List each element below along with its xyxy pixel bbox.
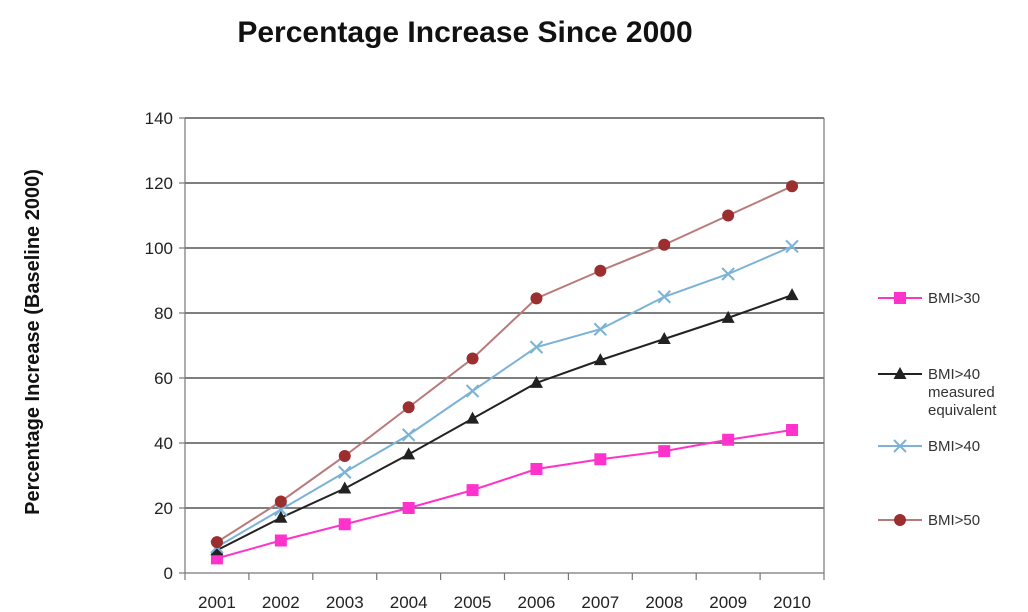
- data-point: [657, 290, 671, 304]
- y-tick-label: 0: [164, 564, 173, 583]
- data-point: [657, 332, 671, 344]
- legend-label: measured: [928, 384, 995, 401]
- legend-item-bmi-30: BMI>30: [878, 290, 980, 307]
- x-marker-stroke: [529, 340, 544, 354]
- data-point: [530, 463, 543, 475]
- y-axis-label: Percentage Increase (Baseline 2000): [22, 169, 44, 515]
- data-point: [338, 518, 351, 531]
- y-tick-label: 80: [154, 304, 173, 323]
- data-point: [785, 288, 799, 301]
- legend-item-bmi-40: BMI>40: [878, 438, 980, 455]
- legend-label: BMI>50: [928, 512, 980, 529]
- x-marker-stroke: [657, 290, 671, 304]
- x-marker-stroke: [401, 428, 416, 442]
- series-bmi-50: [210, 180, 799, 549]
- legend-item-bmi-50: BMI>50: [878, 512, 980, 529]
- legend-label: BMI>40: [928, 366, 980, 383]
- data-point: [210, 536, 223, 549]
- legend-label: BMI>30: [928, 290, 980, 307]
- y-tick-label: 140: [145, 109, 173, 128]
- x-tick-label: 2007: [581, 593, 619, 612]
- data-point: [658, 238, 671, 251]
- series-bmi-40-measured-equivalent: [210, 288, 799, 556]
- y-tick-label: 20: [154, 499, 173, 518]
- x-tick-label: 2004: [390, 593, 428, 612]
- x-tick-label: 2010: [773, 593, 811, 612]
- data-point: [594, 264, 607, 277]
- legend-marker: [894, 292, 906, 304]
- data-point: [786, 180, 799, 193]
- x-tick-label: 2009: [709, 593, 747, 612]
- data-point: [466, 352, 479, 365]
- x-tick-labels: 2001 2002 2003 2004 2005 2006 2007 2008 2009 2010: [198, 593, 811, 612]
- data-point: [274, 510, 288, 523]
- x-marker-stroke: [893, 439, 907, 453]
- chart-title: Percentage Increase Since 2000: [237, 16, 692, 49]
- data-point: [721, 310, 735, 323]
- data-point: [402, 447, 416, 460]
- data-point: [274, 495, 287, 508]
- data-point: [338, 481, 352, 494]
- series-line: [216, 294, 793, 552]
- data-point: [786, 424, 799, 436]
- x-marker-stroke: [785, 239, 799, 254]
- data-point: [785, 239, 799, 254]
- x-tick-label: 2006: [518, 593, 556, 612]
- series-bmi-40: [210, 239, 799, 554]
- data-point: [465, 384, 480, 398]
- series-line: [216, 245, 793, 548]
- x-tick-label: 2002: [262, 593, 300, 612]
- series-bmi-30: [210, 424, 799, 565]
- series: [210, 180, 799, 565]
- x-marker-stroke: [721, 267, 735, 281]
- data-point: [529, 375, 543, 388]
- data-point: [594, 453, 607, 466]
- legend-label: equivalent: [928, 402, 997, 419]
- data-point: [401, 428, 416, 442]
- data-point: [210, 543, 224, 556]
- data-point: [338, 450, 351, 462]
- data-point: [658, 445, 671, 458]
- y-tick-label: 100: [145, 239, 173, 258]
- x-tick-label: 2003: [326, 593, 364, 612]
- y-tick-labels: 0 20 40 60 80 100 120 140: [145, 109, 173, 583]
- legend: BMI>30BMI>40measuredequivalentBMI>40BMI>…: [878, 290, 997, 529]
- series-line: [216, 429, 793, 560]
- data-point: [529, 340, 544, 354]
- data-point: [274, 534, 287, 547]
- data-point: [402, 502, 415, 514]
- data-point: [402, 401, 415, 414]
- x-marker-stroke: [593, 322, 608, 336]
- gridlines: [185, 117, 824, 509]
- x-marker-stroke: [338, 465, 352, 479]
- data-point: [593, 322, 608, 336]
- legend-marker: [893, 439, 907, 453]
- data-point: [210, 552, 223, 565]
- y-tick-label: 60: [154, 369, 173, 388]
- x-tick-label: 2008: [645, 593, 683, 612]
- x-tick-label: 2001: [198, 593, 236, 612]
- data-point: [338, 465, 352, 479]
- axes: [179, 117, 825, 580]
- data-point: [593, 353, 607, 366]
- legend-marker: [894, 514, 906, 526]
- x-tick-label: 2005: [454, 593, 492, 612]
- legend-marker: [893, 367, 907, 379]
- y-tick-label: 40: [154, 434, 173, 453]
- legend-label: BMI>40: [928, 438, 980, 455]
- data-point: [721, 267, 735, 281]
- data-point: [530, 292, 543, 305]
- data-point: [722, 433, 735, 446]
- y-tick-label: 120: [145, 174, 173, 193]
- data-point: [466, 411, 480, 424]
- series-line: [216, 185, 793, 543]
- x-marker-stroke: [465, 384, 480, 398]
- data-point: [722, 209, 735, 222]
- data-point: [466, 484, 479, 497]
